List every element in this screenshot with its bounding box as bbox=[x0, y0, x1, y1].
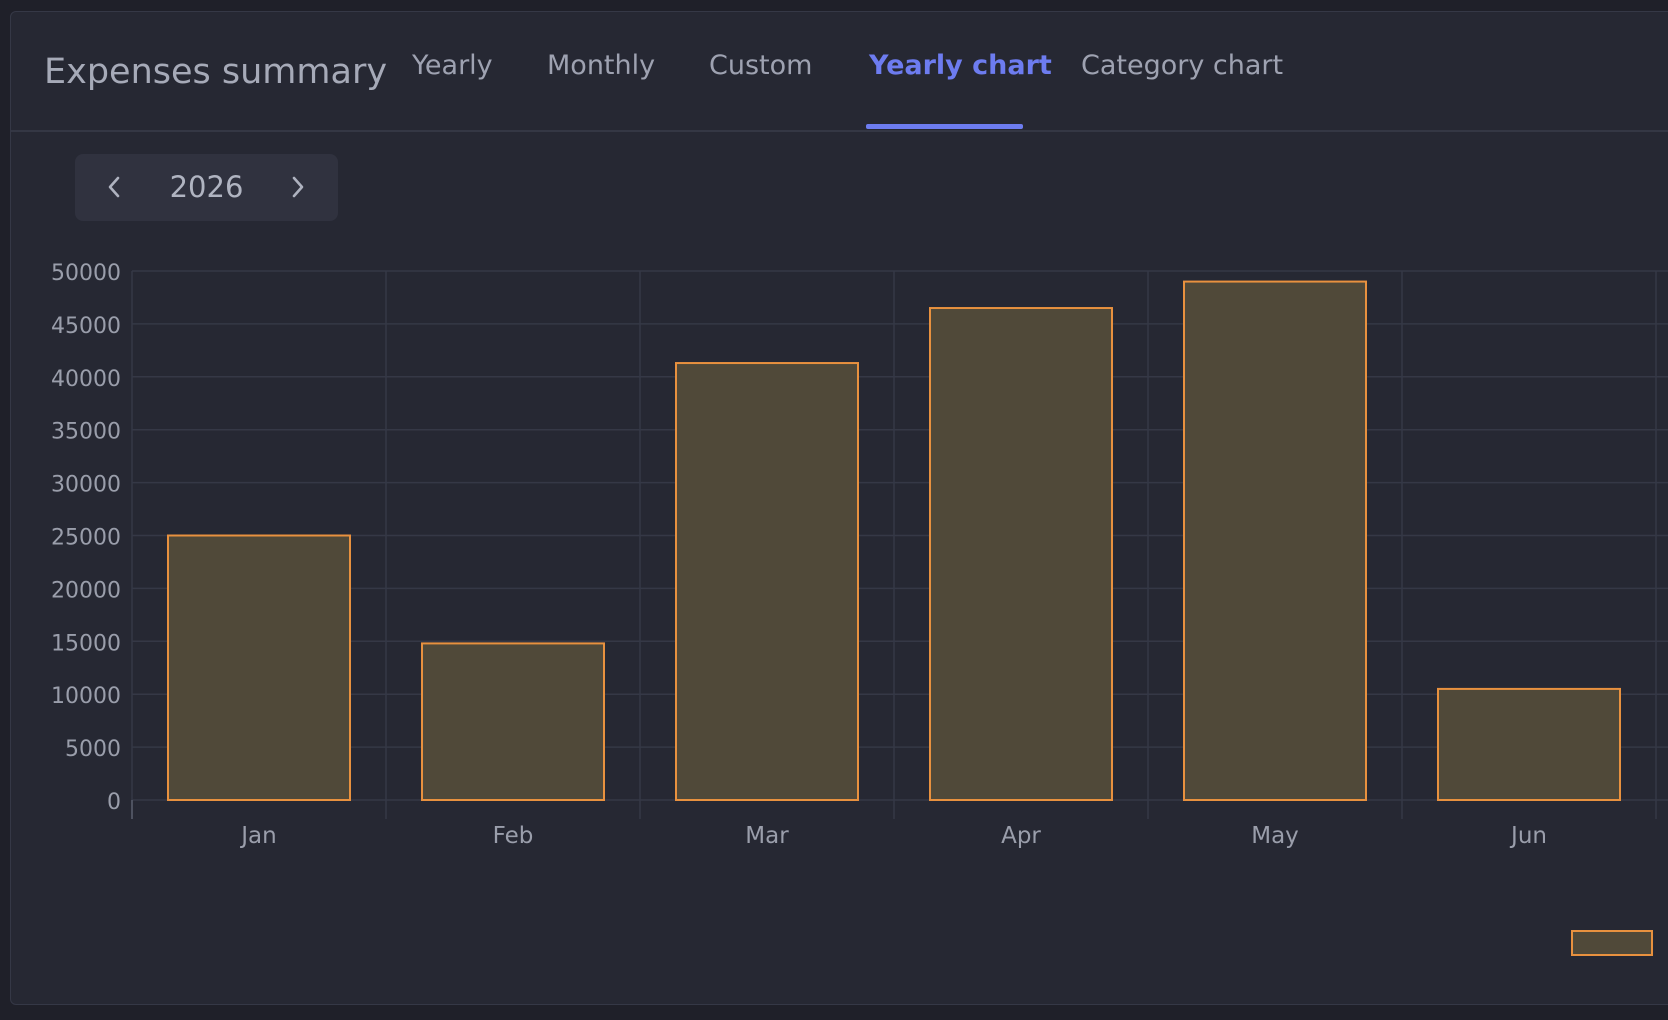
y-tick-label: 0 bbox=[107, 790, 121, 815]
year-picker: 2026 bbox=[75, 154, 338, 221]
next-year-button[interactable] bbox=[283, 171, 313, 203]
prev-year-button[interactable] bbox=[99, 171, 129, 203]
y-tick-label: 50000 bbox=[51, 261, 121, 286]
bar-may[interactable] bbox=[1183, 280, 1367, 801]
legend-swatch[interactable] bbox=[1571, 930, 1653, 956]
expenses-bar-chart: 0 5000 10000 15000 20000 25000 30000 35000 40000… bbox=[51, 261, 1668, 956]
y-tick-label: 40000 bbox=[51, 367, 121, 392]
active-tab-indicator bbox=[866, 124, 1023, 129]
bar-jan[interactable] bbox=[167, 534, 351, 801]
card-title: Expenses summary bbox=[44, 52, 388, 92]
x-tick-label: Jun bbox=[1509, 823, 1547, 849]
x-tick-label: Jan bbox=[239, 823, 276, 849]
year-value: 2026 bbox=[169, 170, 244, 204]
y-tick-label: 25000 bbox=[51, 526, 121, 551]
x-tick-label: Mar bbox=[745, 823, 789, 849]
x-tick-label: Apr bbox=[1001, 823, 1041, 849]
bar-apr[interactable] bbox=[929, 307, 1113, 801]
y-tick-label: 15000 bbox=[51, 631, 121, 656]
x-axis-ticks: Jan Feb Mar Apr May Jun bbox=[239, 823, 1547, 849]
tab-yearly-chart[interactable]: Yearly chart bbox=[869, 50, 1052, 81]
chart-bars bbox=[167, 280, 1621, 802]
bar-feb[interactable] bbox=[421, 642, 605, 802]
y-tick-label: 20000 bbox=[51, 578, 121, 603]
expenses-summary-card: Expenses summary Yearly Monthly Custom Y… bbox=[10, 11, 1668, 1005]
chevron-left-icon bbox=[108, 176, 120, 198]
y-tick-label: 45000 bbox=[51, 314, 121, 339]
bar-mar[interactable] bbox=[675, 362, 859, 801]
x-tick-label: May bbox=[1251, 823, 1299, 849]
tab-yearly[interactable]: Yearly bbox=[412, 50, 493, 81]
bar-jun[interactable] bbox=[1437, 687, 1621, 801]
tab-custom[interactable]: Custom bbox=[709, 50, 813, 81]
y-tick-label: 10000 bbox=[51, 684, 121, 709]
card-header: Expenses summary Yearly Monthly Custom Y… bbox=[11, 12, 1668, 132]
x-tick-label: Feb bbox=[493, 823, 534, 849]
y-axis-ticks: 0 5000 10000 15000 20000 25000 30000 35000 40000… bbox=[51, 261, 121, 815]
tab-monthly[interactable]: Monthly bbox=[547, 50, 656, 81]
tab-category-chart[interactable]: Category chart bbox=[1081, 50, 1284, 81]
y-tick-label: 35000 bbox=[51, 420, 121, 445]
y-tick-label: 5000 bbox=[65, 737, 121, 762]
chevron-right-icon bbox=[292, 176, 304, 198]
y-tick-label: 30000 bbox=[51, 473, 121, 498]
